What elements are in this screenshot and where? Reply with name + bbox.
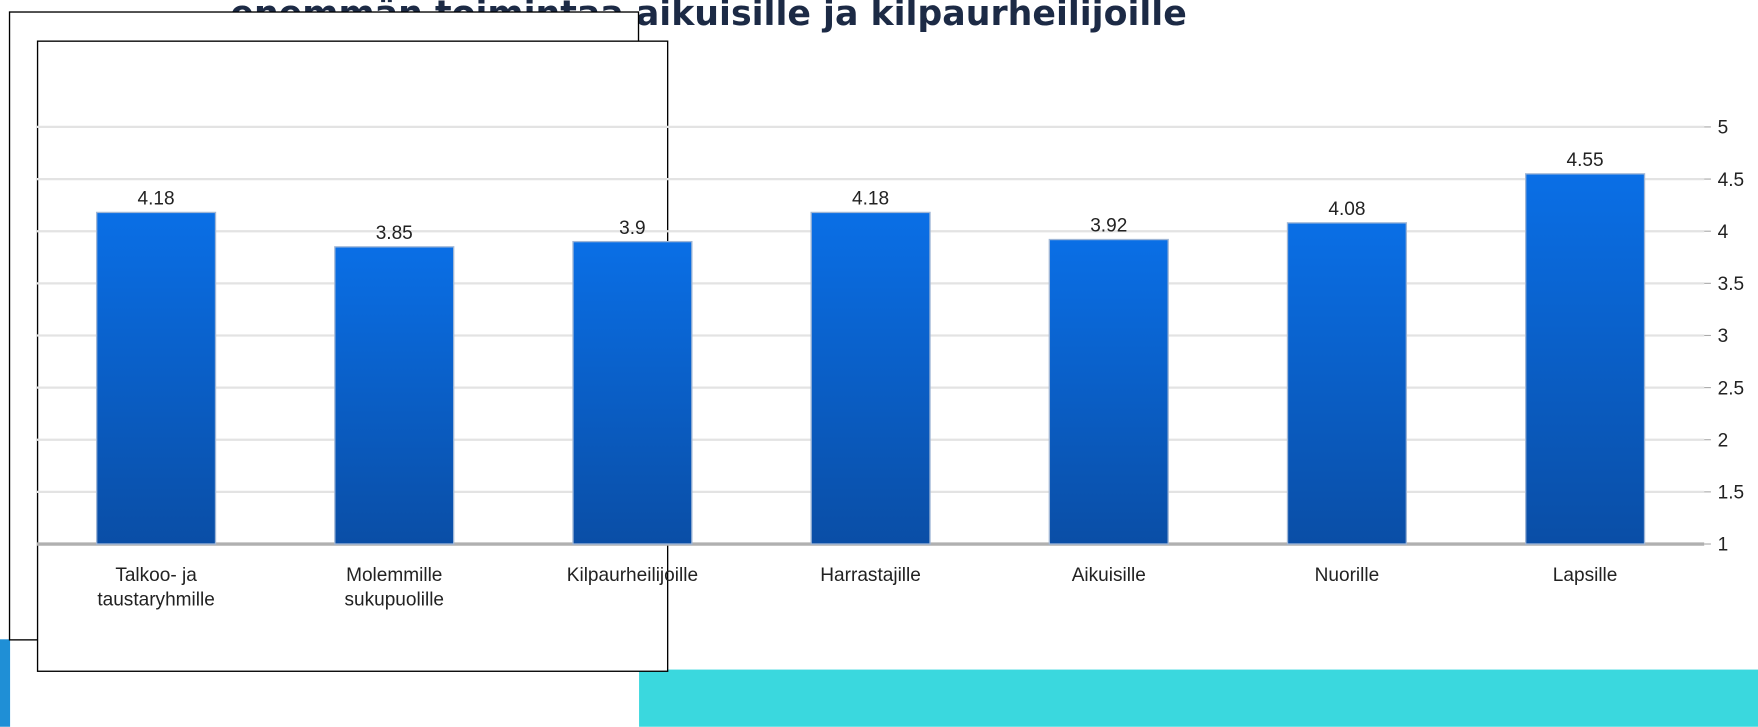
x-tick-label: Harrastajille (820, 565, 921, 586)
y-tick-label: 4.5 (1718, 170, 1744, 191)
data-label: 4.08 (1328, 199, 1365, 220)
bar (1286, 222, 1408, 545)
y-tick-label: 2 (1718, 430, 1729, 451)
y-tick-label: 3 (1718, 326, 1729, 347)
x-tick-label: Lapsille (1553, 565, 1618, 586)
bar (1048, 238, 1169, 545)
data-label: 4.18 (138, 189, 175, 210)
x-tick-label: Talkoo- ja taustaryhmille (97, 565, 214, 611)
y-tick-label: 4 (1718, 222, 1729, 243)
blue-strip (0, 639, 11, 727)
y-tick-label: 1.5 (1718, 483, 1744, 504)
bar (95, 211, 217, 545)
x-tick-label: Aikuisille (1072, 565, 1146, 586)
data-label: 4.18 (852, 189, 889, 210)
y-tick-label: 3.5 (1718, 274, 1744, 295)
bar (810, 211, 931, 545)
x-tick-label: Nuorille (1315, 565, 1380, 586)
bar (334, 246, 455, 545)
data-label: 3.92 (1090, 216, 1127, 237)
teal-band (639, 669, 1758, 727)
y-tick-label: 5 (1718, 118, 1729, 139)
bar (1525, 173, 1646, 545)
y-tick-label: 1 (1718, 535, 1729, 556)
data-label: 4.55 (1567, 150, 1604, 171)
y-tick-label: 2.5 (1718, 378, 1744, 399)
bar (572, 240, 693, 545)
data-label: 3.85 (376, 223, 413, 244)
data-label: 3.9 (619, 218, 645, 239)
x-tick-label: Molemmille sukupuolille (344, 565, 444, 611)
x-tick-label: Kilpaurheilijoille (567, 565, 698, 586)
